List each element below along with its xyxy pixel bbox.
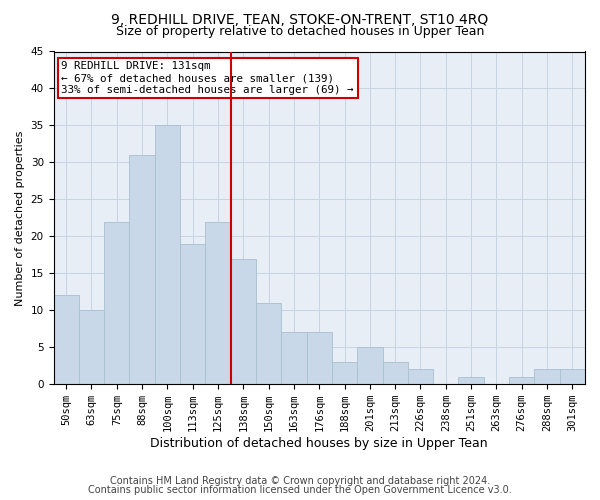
Bar bbox=[383, 362, 408, 384]
Bar bbox=[180, 244, 205, 384]
Bar bbox=[155, 126, 180, 384]
Bar bbox=[408, 370, 433, 384]
Bar bbox=[79, 310, 104, 384]
Bar bbox=[357, 348, 383, 384]
Bar bbox=[205, 222, 230, 384]
Bar bbox=[458, 377, 484, 384]
Bar bbox=[53, 296, 79, 384]
Bar bbox=[281, 332, 307, 384]
Bar bbox=[560, 370, 585, 384]
Bar bbox=[307, 332, 332, 384]
Bar bbox=[256, 303, 281, 384]
Bar bbox=[509, 377, 535, 384]
Bar bbox=[535, 370, 560, 384]
Bar bbox=[230, 258, 256, 384]
Text: 9, REDHILL DRIVE, TEAN, STOKE-ON-TRENT, ST10 4RQ: 9, REDHILL DRIVE, TEAN, STOKE-ON-TRENT, … bbox=[112, 12, 488, 26]
Bar bbox=[332, 362, 357, 384]
Text: 9 REDHILL DRIVE: 131sqm
← 67% of detached houses are smaller (139)
33% of semi-d: 9 REDHILL DRIVE: 131sqm ← 67% of detache… bbox=[61, 62, 354, 94]
X-axis label: Distribution of detached houses by size in Upper Tean: Distribution of detached houses by size … bbox=[151, 437, 488, 450]
Text: Contains public sector information licensed under the Open Government Licence v3: Contains public sector information licen… bbox=[88, 485, 512, 495]
Text: Contains HM Land Registry data © Crown copyright and database right 2024.: Contains HM Land Registry data © Crown c… bbox=[110, 476, 490, 486]
Text: Size of property relative to detached houses in Upper Tean: Size of property relative to detached ho… bbox=[116, 25, 484, 38]
Y-axis label: Number of detached properties: Number of detached properties bbox=[15, 130, 25, 306]
Bar bbox=[104, 222, 130, 384]
Bar bbox=[130, 155, 155, 384]
